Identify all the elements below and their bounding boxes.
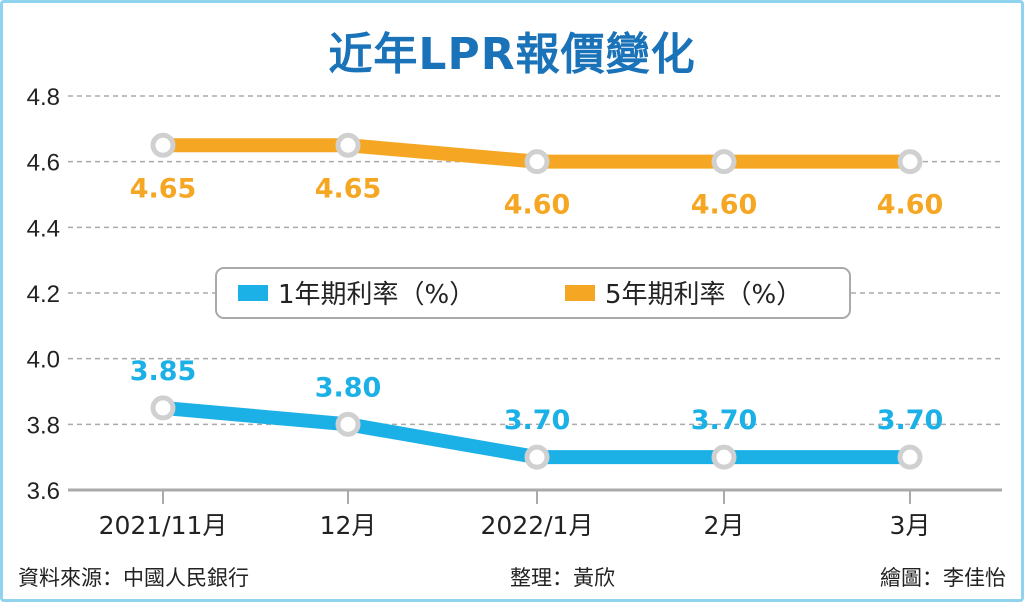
x-tick-label: 2021/11月 — [99, 511, 228, 540]
source-note: 資料來源：中國人民銀行 — [18, 566, 249, 590]
data-label: 3.85 — [130, 356, 197, 387]
data-point — [335, 411, 361, 437]
data-label: 3.70 — [691, 405, 758, 436]
data-point — [711, 149, 737, 175]
data-label: 4.60 — [877, 190, 944, 221]
y-tick-label: 3.6 — [27, 478, 60, 505]
data-point — [150, 132, 176, 158]
chart-title: 近年LPR報價變化 — [328, 29, 696, 80]
data-label: 3.80 — [315, 372, 382, 403]
data-point — [150, 395, 176, 421]
legend-label: 5年期利率（%） — [605, 280, 802, 310]
illustrator-note: 繪圖：李佳怡 — [880, 566, 1006, 590]
data-label: 4.60 — [691, 190, 758, 221]
x-tick-label: 2022/1月 — [481, 511, 594, 540]
data-point — [711, 444, 737, 470]
legend-label: 1年期利率（%） — [278, 280, 475, 310]
editor-note: 整理：黃欣 — [510, 566, 615, 590]
data-label: 4.60 — [504, 190, 571, 221]
x-tick-label: 12月 — [320, 511, 377, 540]
data-point — [524, 444, 550, 470]
legend-box — [215, 267, 851, 319]
data-point — [335, 132, 361, 158]
data-label: 3.70 — [877, 405, 944, 436]
data-label: 4.65 — [130, 173, 197, 204]
data-label: 3.70 — [504, 405, 571, 436]
y-tick-label: 3.8 — [27, 412, 60, 439]
x-tick-label: 2月 — [704, 511, 745, 540]
y-tick-label: 4.0 — [27, 347, 60, 374]
data-label: 4.65 — [315, 173, 382, 204]
y-tick-label: 4.6 — [27, 150, 60, 177]
y-tick-label: 4.4 — [27, 215, 60, 242]
data-point — [897, 444, 923, 470]
legend-swatch — [238, 285, 268, 301]
data-point — [524, 149, 550, 175]
data-point — [897, 149, 923, 175]
x-tick-label: 3月 — [890, 511, 931, 540]
y-tick-label: 4.8 — [27, 84, 60, 111]
y-tick-label: 4.2 — [27, 281, 60, 308]
legend-swatch — [565, 285, 595, 301]
